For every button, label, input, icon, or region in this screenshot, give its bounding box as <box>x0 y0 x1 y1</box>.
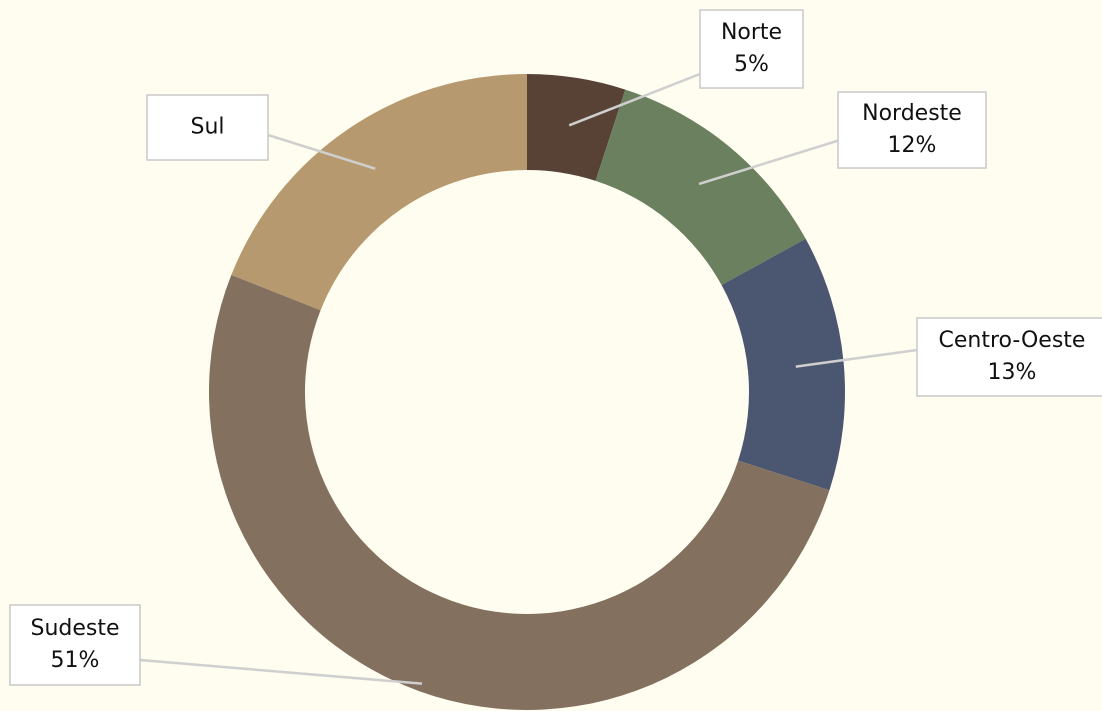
donut-segment <box>595 89 806 286</box>
label-box <box>699 9 804 89</box>
donut-segment <box>231 74 528 311</box>
leader-line <box>698 138 841 186</box>
donut-segment <box>209 274 830 710</box>
value-label: 13% <box>988 360 1037 385</box>
leader-line <box>139 658 423 685</box>
label-box <box>837 91 987 169</box>
label-box <box>9 604 141 686</box>
value-label: 51% <box>51 648 100 673</box>
label-box <box>916 317 1102 397</box>
leader-line <box>795 348 918 368</box>
leader-line <box>568 70 706 127</box>
leader-line <box>267 133 376 170</box>
category-label: Sudeste <box>30 616 119 641</box>
value-label: 12% <box>888 133 937 158</box>
value-label: 5% <box>734 52 769 77</box>
donut-segment <box>721 238 845 491</box>
category-label: Sul <box>190 115 224 140</box>
label-box <box>146 94 269 161</box>
category-label: Nordeste <box>862 101 962 126</box>
donut-segment <box>527 74 626 181</box>
category-label: Norte <box>721 20 782 45</box>
category-label: Centro-Oeste <box>939 328 1086 353</box>
